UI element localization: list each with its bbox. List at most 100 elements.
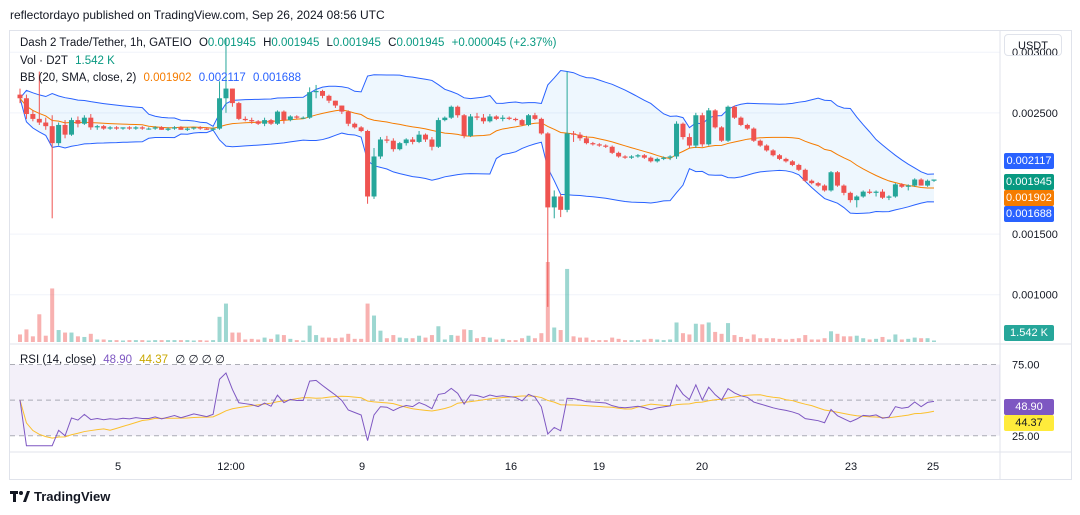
candle-body [847, 192, 853, 201]
tradingview-logo-icon [10, 489, 30, 504]
volume-bar [796, 338, 801, 342]
volume-bar [120, 340, 125, 342]
symbol-legend[interactable]: Dash 2 Trade/Tether, 1h, GATEIO O0.00194… [20, 37, 560, 49]
tradingview-logo-text: TradingView [34, 489, 111, 504]
candle-body [641, 155, 647, 158]
candle-body [114, 127, 120, 129]
candle-body [686, 137, 692, 146]
volume-bar [809, 339, 814, 342]
candle-body [899, 184, 905, 187]
bb-legend[interactable]: BB (20, SMA, close, 2) 0.001902 0.002117… [20, 72, 305, 84]
candle-body [300, 117, 306, 119]
rsi-value: 48.90 [103, 354, 133, 366]
volume-bar [520, 338, 525, 342]
candle-body [777, 155, 783, 159]
candle-body [841, 185, 847, 193]
volume-bar [404, 338, 409, 342]
volume-legend[interactable]: Vol · D2T 1.542 K [20, 55, 119, 67]
candle-body [159, 127, 165, 130]
volume-bar [565, 268, 570, 342]
currency-button[interactable]: USDT [1004, 34, 1062, 56]
volume-bar [378, 330, 383, 342]
candle-body [403, 139, 409, 144]
candle-body [770, 150, 776, 156]
volume-bar [262, 337, 267, 342]
candle-body [712, 110, 718, 128]
rsi-legend[interactable]: RSI (14, close) 48.90 44.37 ∅ ∅ ∅ ∅ [20, 352, 229, 366]
candle-body [94, 126, 100, 128]
candle-body [223, 88, 229, 99]
price-tag: 0.001945 [1004, 174, 1054, 190]
volume-bar [539, 333, 544, 342]
candle-body [719, 127, 725, 141]
volume-bar [610, 337, 615, 342]
candle-body [506, 117, 512, 119]
candle-body [191, 127, 197, 129]
candle-body [68, 120, 74, 135]
volume-bar [835, 333, 840, 342]
candle-body [146, 128, 152, 130]
volume-bar [494, 339, 499, 342]
volume-bar [397, 337, 402, 342]
candle-body [36, 118, 42, 123]
symbol-name: Dash 2 Trade/Tether, 1h, GATEIO [20, 37, 192, 49]
bollinger-bands [19, 70, 935, 215]
candle-body [410, 139, 416, 142]
candle-body [751, 128, 757, 141]
price-change: +0.000045 (+2.37%) [451, 37, 557, 49]
volume-bar [359, 338, 364, 342]
volume-bar [191, 340, 196, 342]
candle-body [75, 120, 81, 124]
volume-bar [912, 337, 917, 342]
volume-bar [751, 334, 756, 342]
volume-bar [153, 340, 158, 342]
candle-body [126, 127, 132, 129]
volume-bar [230, 332, 235, 342]
volume-bar [372, 315, 377, 342]
volume-bar [475, 338, 479, 342]
candle-body [931, 179, 937, 181]
candle-body [583, 138, 589, 144]
rsi-panel [10, 364, 1000, 447]
price-tag: 0.001902 [1004, 190, 1054, 206]
candle-body [352, 123, 358, 128]
volume-bar [82, 336, 87, 342]
volume-bar [706, 322, 711, 342]
candle-body [487, 116, 493, 122]
candle-body [628, 156, 634, 158]
axes: 0.003000 0.002500 0.001500 0.001000 75.00 25.… [115, 47, 1058, 473]
volume-bar [738, 336, 743, 342]
bb-lower-line [19, 98, 935, 215]
volume-bar [172, 340, 177, 342]
bb-upper-line [19, 70, 935, 175]
time-tick-label: 19 [593, 461, 605, 473]
candle-body [320, 90, 326, 96]
rsi-ma-line [19, 394, 935, 439]
rsi-tag: 44.37 [1004, 415, 1054, 431]
candle-body [384, 139, 390, 141]
candle-body [62, 124, 68, 135]
volume-bar [532, 338, 537, 342]
ohlc-low: L0.001945 [326, 37, 381, 49]
volume-bar [256, 339, 261, 342]
candle-body [873, 191, 879, 193]
volume-bar [700, 324, 705, 342]
volume-bar [88, 333, 93, 342]
candle-body [332, 100, 338, 106]
candle-body [545, 133, 551, 208]
tradingview-logo[interactable]: TradingView [10, 489, 110, 504]
ohlc-open: O0.001945 [198, 37, 256, 49]
candle-body [590, 143, 596, 145]
rsi-ma-value: 44.37 [139, 354, 169, 366]
candle-body [796, 164, 802, 170]
volume-bar [166, 340, 171, 342]
candle-body [217, 98, 223, 129]
publish-info: reflectordayo published on TradingView.c… [10, 8, 385, 22]
candle-body [468, 116, 474, 136]
rsi-tick-label: 75.00 [1012, 360, 1040, 372]
volume-bar [223, 303, 228, 342]
candle-body [236, 103, 242, 119]
candle-body [596, 144, 602, 146]
volume-bar [732, 335, 737, 342]
